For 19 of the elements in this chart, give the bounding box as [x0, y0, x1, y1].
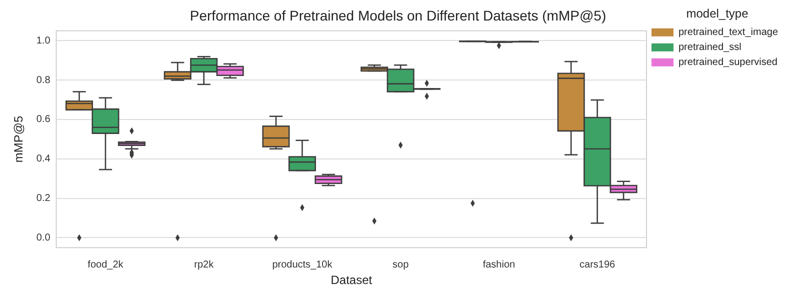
chart-title: Performance of Pretrained Models on Different Datasets (mMP@5) — [190, 7, 606, 24]
y-tick-label: 0.6 — [36, 114, 51, 126]
y-tick-label: 1.0 — [36, 35, 51, 46]
x-axis-title: Dataset — [330, 273, 373, 288]
y-axis-title: mMP@5 — [12, 115, 26, 163]
x-tick-label: cars196 — [580, 259, 616, 270]
legend-label: pretrained_text_image — [678, 27, 778, 38]
y-tick-label: 0.2 — [36, 193, 51, 204]
x-tick-label: food_2k — [88, 259, 124, 270]
y-tick-label: 0.0 — [36, 232, 51, 244]
legend-title: model_type — [686, 6, 749, 20]
x-tick-label: products_10k — [272, 259, 334, 270]
legend-label: pretrained_supervised — [678, 57, 778, 68]
x-tick-label: rp2k — [194, 259, 215, 270]
x-tick-label: sop — [392, 259, 410, 270]
x-tick-label: fashion — [482, 259, 516, 270]
legend-label: pretrained_ssl — [678, 42, 742, 54]
y-tick-label: 0.4 — [36, 154, 51, 165]
y-tick-label: 0.8 — [36, 74, 51, 86]
